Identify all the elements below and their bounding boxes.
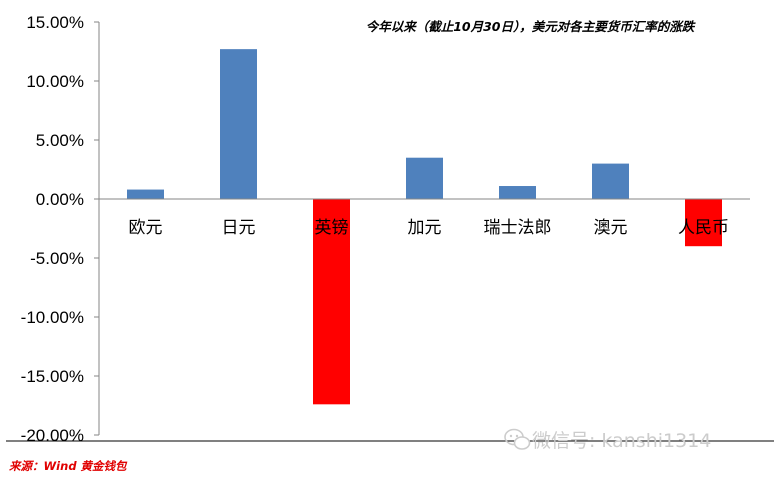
watermark-text: 微信号: kanshi1314 [532, 430, 711, 452]
y-tick-label: -20.00% [21, 426, 84, 445]
wechat-icon [504, 428, 531, 450]
y-tick-label: 15.00% [26, 13, 84, 32]
y-tick-label: -10.00% [21, 308, 84, 327]
bar-5 [592, 163, 629, 199]
y-tick-label: -5.00% [30, 249, 84, 268]
category-labels: 欧元 日元 英镑 加元 瑞士法郎 澳元 人民币 [129, 218, 730, 238]
category-label: 澳元 [594, 218, 628, 238]
category-label: 人民币 [678, 218, 729, 238]
chart-title: 今年以来（截止10月30日），美元对各主要货币汇率的涨跌 [366, 19, 696, 34]
bar-3 [406, 157, 443, 199]
y-tick-label: -15.00% [21, 367, 84, 386]
category-label: 瑞士法郎 [484, 218, 552, 238]
bar-1 [220, 49, 257, 199]
bar-2 [313, 199, 350, 405]
watermark: 微信号: kanshi1314 [504, 428, 711, 452]
y-tick-label: 0.00% [36, 190, 84, 209]
bar-0 [127, 189, 164, 199]
y-axis: 15.00% 10.00% 5.00% 0.00% -5.00% -10.00% -15.0… [21, 13, 100, 445]
category-label: 欧元 [129, 218, 163, 238]
category-label: 日元 [222, 218, 256, 238]
category-label: 加元 [408, 218, 442, 238]
y-tick-label: 10.00% [26, 72, 84, 91]
source-note: 来源：Wind 黄金钱包 [9, 459, 128, 473]
bar-4 [499, 186, 536, 199]
bars [127, 49, 722, 405]
y-tick-label: 5.00% [36, 131, 84, 150]
category-label: 英镑 [315, 218, 349, 238]
bar-6 [685, 199, 722, 247]
